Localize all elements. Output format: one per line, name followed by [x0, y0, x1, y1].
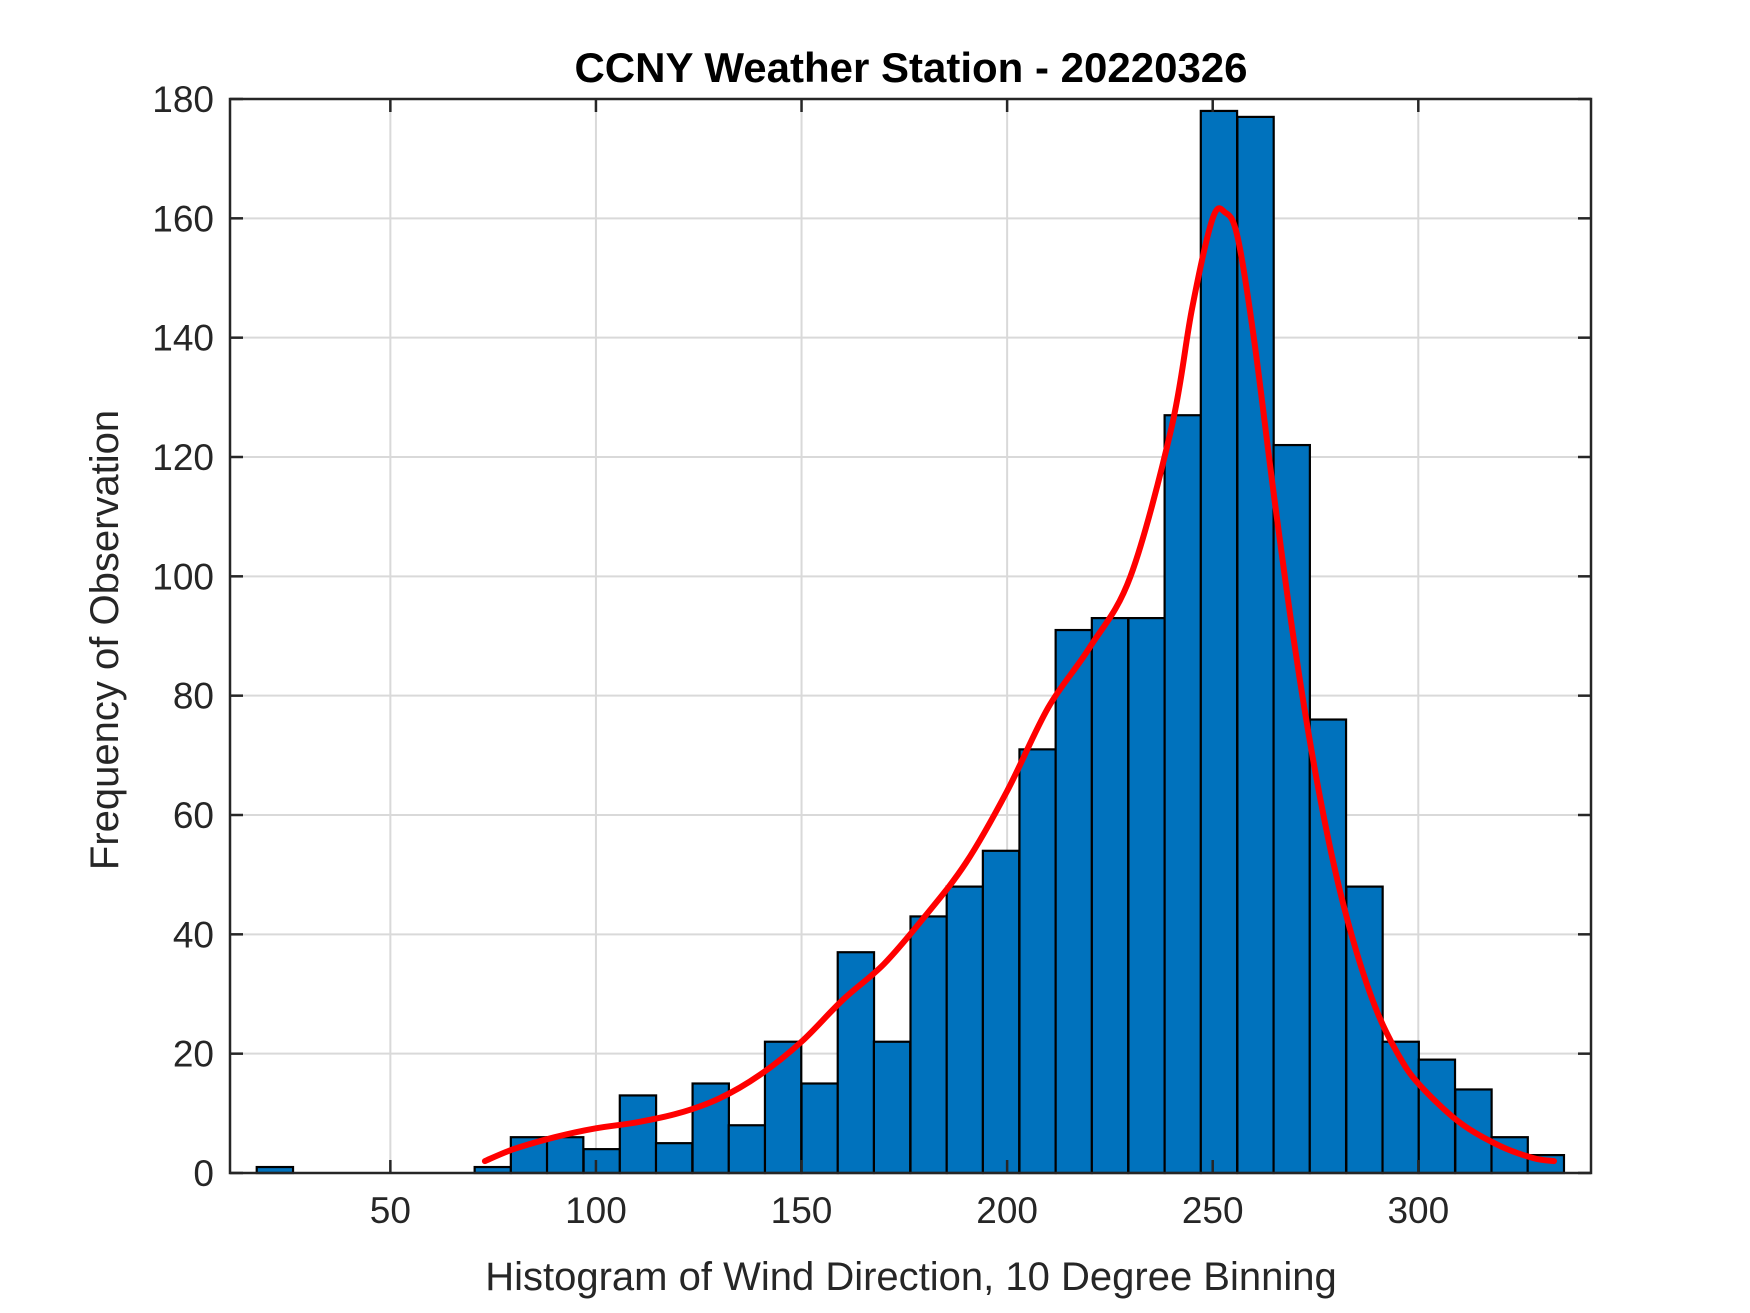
histogram-bar-20	[981, 849, 1021, 1175]
y-tick-label-20: 20	[173, 1034, 214, 1075]
chart-title: CCNY Weather Station - 20220326	[574, 44, 1247, 91]
axes-box	[228, 97, 1593, 1175]
histogram-bar-21	[1018, 748, 1057, 1175]
y-tick-label-140: 140	[152, 318, 214, 359]
tick-labels: 50 100 150 200 250 300 0 20 40 60 80 100 120 140 160 18…	[152, 79, 1449, 1231]
x-axis-label: Histogram of Wind Direction, 10 Degree B…	[485, 1255, 1337, 1299]
histogram-bar-23	[1090, 616, 1130, 1175]
y-tick-label-100: 100	[152, 556, 214, 597]
histogram-bar-22	[1054, 628, 1094, 1175]
histogram-bar-17	[872, 1040, 912, 1175]
y-tick-label-180: 180	[152, 79, 214, 120]
histogram-bar-24	[1127, 616, 1166, 1175]
y-tick-label-160: 160	[152, 198, 214, 239]
x-tick-label-200: 200	[976, 1190, 1038, 1231]
x-tick-label-150: 150	[771, 1190, 833, 1231]
density-curve	[481, 205, 1557, 1165]
histogram-bar-14	[763, 1040, 803, 1175]
x-tick-label-100: 100	[565, 1190, 627, 1231]
y-tick-label-120: 120	[152, 437, 214, 478]
histogram-bar-19	[945, 885, 985, 1175]
axes	[228, 97, 1593, 1175]
histogram-bar-15	[800, 1082, 839, 1175]
histogram-bar-13	[727, 1124, 767, 1175]
y-tick-label-60: 60	[173, 795, 214, 836]
y-tick-label-80: 80	[173, 676, 214, 717]
histogram-bar-18	[909, 915, 948, 1175]
y-tick-label-0: 0	[193, 1153, 214, 1194]
x-tick-label-300: 300	[1387, 1190, 1449, 1231]
x-tick-label-250: 250	[1182, 1190, 1244, 1231]
histogram-bar-9	[582, 1148, 622, 1175]
histogram-bar-25	[1163, 414, 1203, 1175]
y-axis-label: Frequency of Observation	[83, 410, 127, 870]
density-curve-line	[481, 205, 1557, 1165]
histogram-bar-11	[654, 1142, 694, 1175]
histogram-bar-26	[1199, 109, 1239, 1175]
histogram-bar-10	[618, 1094, 658, 1175]
histogram-bars	[255, 109, 1566, 1175]
x-tick-label-50: 50	[370, 1190, 411, 1231]
y-tick-label-40: 40	[173, 914, 214, 955]
histogram-bar-8	[545, 1136, 585, 1175]
